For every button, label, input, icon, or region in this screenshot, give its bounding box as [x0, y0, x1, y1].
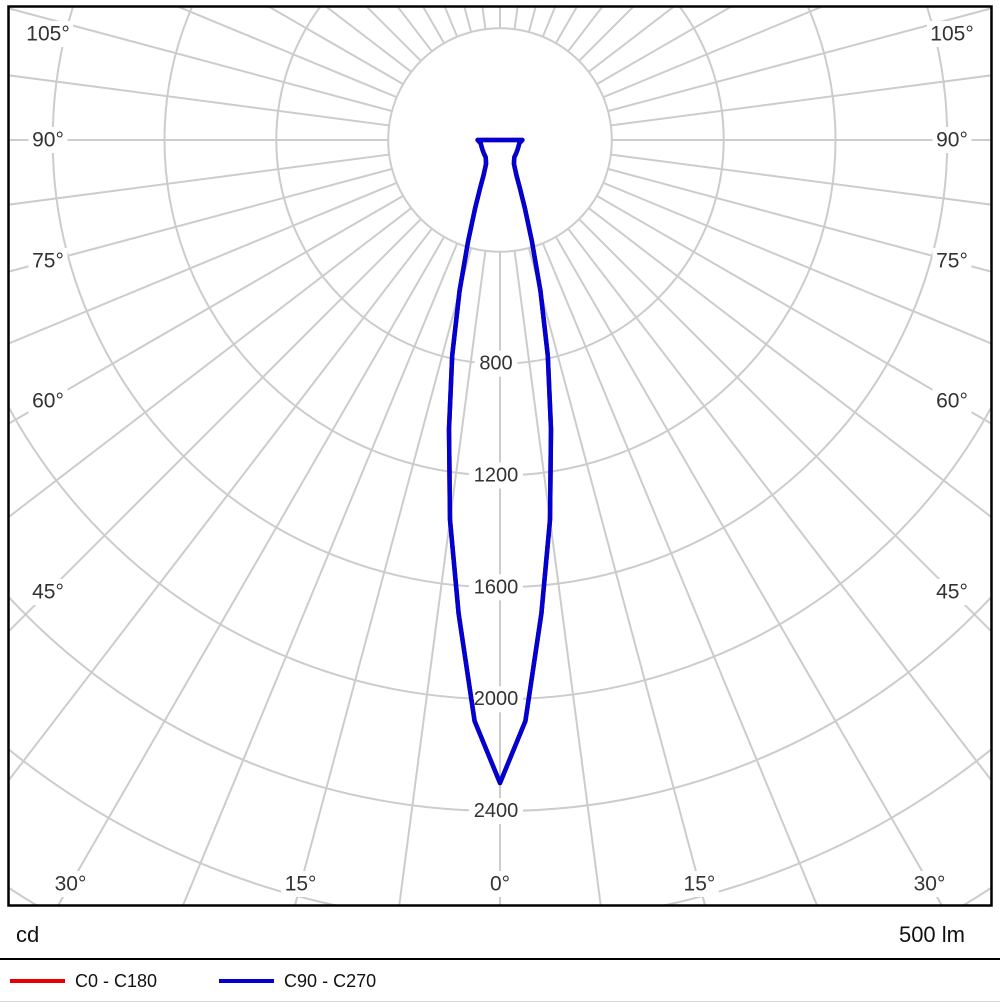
polar-photometric-chart: 0° 15° 15° 30° 30° 45° 45° 60° 60° 75° 75° 90° 90° 10…	[7, 5, 993, 907]
ring-label: 2400	[474, 800, 519, 822]
ring-label-bg	[469, 686, 523, 713]
grid-spoke	[481, 7, 487, 30]
angle-label-bg	[932, 127, 972, 153]
angle-label-bg	[28, 127, 68, 153]
angle-label: 60°	[936, 390, 968, 413]
grid-spoke	[602, 181, 991, 345]
grid-spoke	[9, 7, 393, 113]
grid-spoke	[527, 247, 706, 905]
footer-row: cd 500 lm	[0, 912, 1000, 958]
curve-c90-c270	[446, 137, 554, 786]
ring-label: 1600	[474, 576, 519, 598]
angle-label-bg	[281, 871, 321, 897]
angle-label: 75°	[936, 250, 968, 273]
angle-label: 30°	[914, 873, 946, 896]
grid-spoke	[513, 7, 519, 30]
grid-spoke	[602, 7, 823, 99]
angle-label-bg	[932, 388, 972, 414]
legend-label: C0 - C180	[75, 970, 158, 991]
footer-divider	[0, 958, 1000, 960]
angle-label-bg	[51, 871, 90, 897]
grid-spoke	[9, 167, 393, 273]
angle-label: 45°	[32, 581, 64, 604]
angle-label-bg	[927, 21, 977, 47]
grid-spoke	[610, 74, 991, 127]
grid-spoke	[9, 207, 412, 518]
angle-label: 105°	[930, 23, 973, 46]
angle-label: 90°	[32, 129, 64, 152]
unit-label: cd	[16, 922, 40, 947]
plot-border	[7, 5, 993, 907]
grid-spoke	[182, 242, 459, 905]
angle-label: 15°	[285, 873, 317, 896]
grid-spoke	[555, 236, 943, 905]
ring-labels: 800 1200 1600 2000 2400	[469, 350, 523, 824]
grid-spoke	[9, 228, 433, 781]
flux-label: 500 lm	[898, 922, 965, 947]
legend-swatch	[10, 979, 65, 983]
polar-grid	[9, 7, 991, 905]
angle-label: 90°	[936, 129, 968, 152]
ring-label-bg	[469, 462, 523, 489]
ring-label: 1200	[474, 465, 519, 487]
grid-spoke	[513, 250, 602, 905]
angle-label-bg	[486, 871, 514, 897]
legend-label: C90 - C270	[284, 970, 377, 991]
grid-spoke	[607, 167, 991, 273]
grid-spoke	[9, 153, 390, 206]
ring-label: 2000	[474, 688, 519, 710]
angle-labels: 0° 15° 15° 30° 30° 45° 45° 60° 60° 75° 75° 90° 90° 10…	[23, 21, 977, 897]
angle-label: 105°	[26, 23, 69, 46]
grid-spoke	[596, 195, 991, 425]
angle-label: 45°	[936, 581, 968, 604]
angle-label-bg	[910, 871, 949, 897]
angle-label: 30°	[55, 873, 87, 896]
grid-spoke	[57, 236, 445, 905]
legend-item: C90 - C270	[219, 971, 376, 992]
angle-label: 75°	[32, 250, 64, 273]
angle-label-bg	[932, 248, 972, 275]
grid-spoke	[607, 7, 991, 113]
angle-label-bg	[28, 388, 68, 414]
angle-label-bg	[932, 579, 972, 605]
grid-spoke	[294, 247, 473, 905]
grid-spoke	[610, 153, 991, 206]
legend-swatch	[219, 979, 275, 983]
ring-label-bg	[474, 350, 518, 377]
angle-label-bg	[28, 579, 68, 605]
ring-label-bg	[469, 798, 523, 824]
ring-label-bg	[469, 574, 523, 601]
angle-label-bg	[679, 871, 719, 897]
grid-spoke	[588, 207, 991, 518]
ring-label: 800	[479, 353, 512, 375]
legend-item: C0 - C180	[10, 971, 157, 992]
angle-label-bg	[23, 21, 73, 47]
grid-spoke	[398, 250, 487, 905]
legend: C0 - C180 C90 - C270	[0, 960, 1000, 995]
angle-label-bg	[28, 248, 68, 275]
grid-spoke	[567, 228, 991, 781]
grid-spoke	[541, 242, 818, 905]
angle-label: 15°	[684, 873, 716, 896]
grid-spoke	[9, 74, 390, 127]
grid-spoke	[177, 7, 398, 99]
grid-spoke	[9, 181, 398, 345]
angle-label: 60°	[32, 390, 64, 413]
grid-spoke	[9, 195, 404, 425]
angle-label: 0°	[490, 873, 510, 896]
grid-spoke	[578, 218, 991, 632]
grid-spoke	[9, 218, 422, 632]
